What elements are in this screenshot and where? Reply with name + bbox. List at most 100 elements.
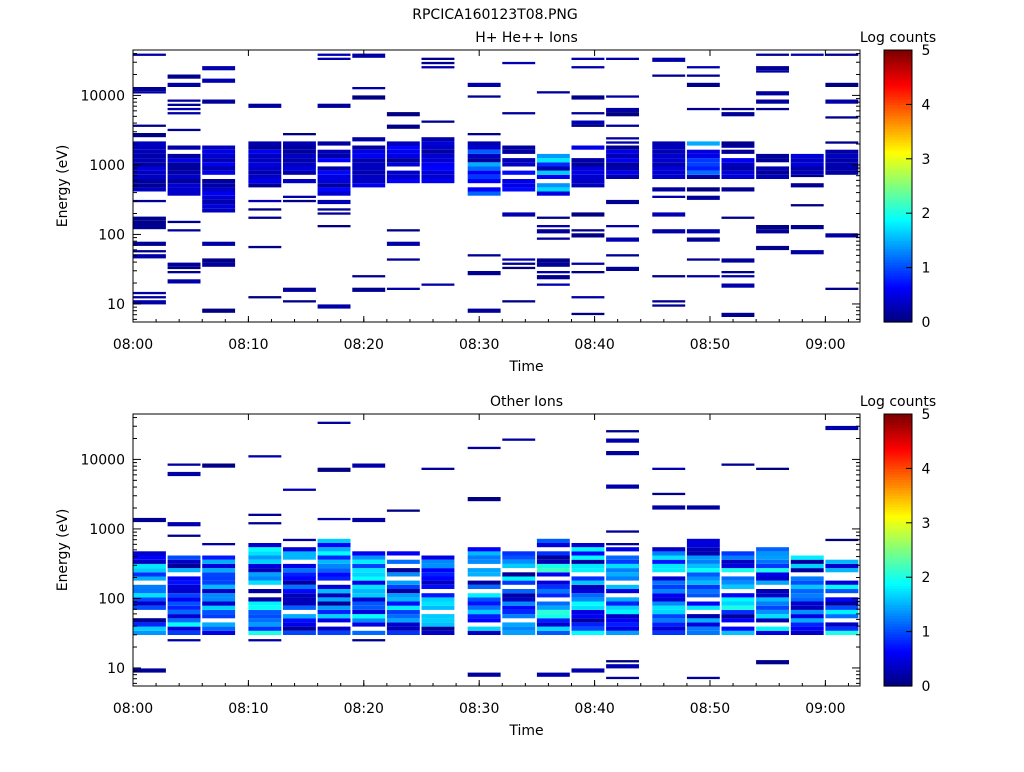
heatmap-cell [721, 597, 755, 602]
heatmap-cell [467, 174, 501, 179]
heatmap-cell [606, 676, 639, 680]
heatmap-cell [167, 158, 201, 163]
heatmap-cell [536, 158, 570, 163]
heatmap-cell [167, 471, 201, 477]
heatmap-cell [606, 547, 639, 552]
colorbar-segment [884, 90, 912, 95]
colorbar-segment [884, 292, 912, 296]
heatmap-cell [248, 622, 282, 627]
heatmap-cell [652, 57, 686, 62]
colorbar-segment [884, 647, 912, 652]
colorbar-segment [884, 566, 912, 570]
heatmap-cell [386, 258, 420, 261]
heatmap-cell [571, 584, 605, 589]
x-tick-label: 08:10 [228, 337, 268, 353]
heatmap-cell [467, 580, 501, 585]
heatmap-cell [502, 258, 536, 261]
heatmap-cell [352, 572, 386, 577]
colorbar-tick-label: 4 [922, 461, 931, 477]
heatmap-cell [248, 555, 282, 560]
x-tick-label: 09:00 [805, 337, 845, 353]
heatmap-cell [825, 53, 859, 56]
heatmap-cell [248, 597, 282, 602]
heatmap-cell [721, 162, 755, 167]
heatmap-cell [167, 609, 201, 615]
colorbar-segment [884, 511, 912, 516]
heatmap-cell [790, 618, 824, 623]
heatmap-cell [352, 517, 386, 523]
heatmap-cell [686, 237, 720, 242]
heatmap-cell [421, 601, 455, 606]
heatmap-cell [352, 53, 386, 58]
heatmap-cell [721, 312, 755, 317]
heatmap-cell [133, 133, 166, 138]
heatmap-cell [571, 543, 605, 548]
heatmap-cell [825, 626, 859, 631]
heatmap-cell [202, 262, 236, 267]
heatmap-cell [606, 605, 639, 610]
colorbar-segment [884, 672, 912, 676]
y-axis-label: Energy (eV) [55, 509, 71, 592]
colorbar-segment [884, 503, 912, 508]
heatmap-cell [756, 576, 789, 581]
heatmap-cell [790, 225, 824, 230]
heatmap-cell [352, 95, 386, 100]
heatmap-cell [606, 438, 639, 443]
heatmap-cell [133, 199, 166, 203]
heatmap-cell [571, 609, 605, 615]
x-tick-label: 08:30 [459, 337, 499, 353]
heatmap-cell [167, 74, 201, 79]
colorbar-segment [884, 541, 912, 546]
colorbar-segment [884, 183, 912, 187]
heatmap-cell [133, 517, 166, 523]
heatmap-cell [652, 551, 686, 556]
heatmap-cell [248, 614, 282, 619]
heatmap-cell [825, 149, 859, 154]
heatmap-cell [467, 555, 501, 560]
heatmap-cell [283, 572, 316, 577]
colorbar-segment [884, 248, 912, 252]
colorbar-segment [884, 191, 912, 195]
heatmap-cell [167, 522, 201, 527]
colorbar-segment [884, 153, 912, 157]
heatmap-cell [825, 425, 859, 431]
heatmap-cell [686, 107, 720, 111]
heatmap-cell [652, 597, 686, 602]
heatmap-cell [248, 522, 282, 525]
colorbar-segment [884, 150, 912, 154]
heatmap-cell [386, 630, 420, 635]
colorbar-segment [884, 145, 912, 149]
heatmap-cell [756, 618, 789, 623]
heatmap-cell [133, 622, 166, 627]
heatmap-cell [133, 605, 166, 610]
colorbar-segment [884, 626, 912, 630]
colorbar-segment [884, 311, 912, 315]
heatmap-cell [502, 622, 536, 627]
colorbar-segment [884, 552, 912, 557]
heatmap-cell [202, 597, 236, 602]
heatmap-cell [571, 229, 605, 232]
colorbar-segment [884, 137, 912, 141]
colorbar-segment [884, 273, 912, 277]
heatmap-cell [352, 584, 386, 589]
colorbar-segment [884, 536, 912, 540]
heatmap-cell [502, 601, 536, 606]
heatmap-cell [167, 162, 201, 167]
heatmap-cell [536, 174, 570, 179]
heatmap-cell [606, 543, 639, 546]
heatmap-cell [536, 626, 570, 631]
heatmap-cell [317, 191, 351, 196]
heatmap-cell [686, 630, 720, 635]
heatmap-cell [825, 559, 859, 564]
heatmap-cell [283, 593, 316, 598]
heatmap-cell [721, 609, 755, 615]
colorbar-segment [884, 177, 912, 182]
heatmap-cell [421, 162, 455, 167]
heatmap-cell [825, 589, 859, 594]
colorbar-segment [884, 289, 912, 293]
colorbar-segment [884, 462, 912, 467]
heatmap-cell [317, 141, 351, 146]
heatmap-cell [167, 187, 201, 192]
heatmap-cell [167, 584, 201, 589]
x-tick-label: 08:50 [690, 337, 730, 353]
